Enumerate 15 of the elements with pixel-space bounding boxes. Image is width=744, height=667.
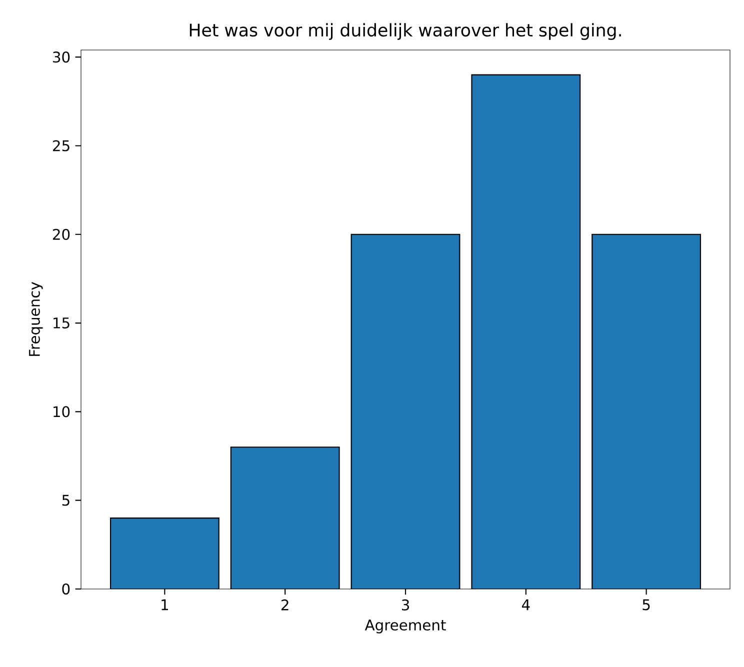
- x-tick-label: 2: [281, 599, 288, 610]
- chart-title: Het was voor mij duidelijk waarover het spel ging.: [190, 23, 621, 40]
- x-tick-label: 1: [162, 599, 168, 610]
- x-tick-label: 4: [522, 599, 530, 610]
- y-tick-label: 10: [54, 406, 70, 418]
- y-tick-label: 0: [62, 583, 70, 595]
- x-tick-label: 5: [642, 599, 650, 610]
- y-tick-label: 30: [53, 52, 70, 63]
- x-axis-title: Agreement: [364, 620, 446, 634]
- y-tick-label: 15: [54, 318, 70, 328]
- x-tick-label: 3: [402, 599, 409, 610]
- y-axis-title: Frequency: [29, 282, 43, 356]
- y-tick-label: 20: [53, 228, 70, 240]
- y-tick-label: 5: [62, 494, 70, 506]
- y-tick-label: 25: [53, 140, 70, 152]
